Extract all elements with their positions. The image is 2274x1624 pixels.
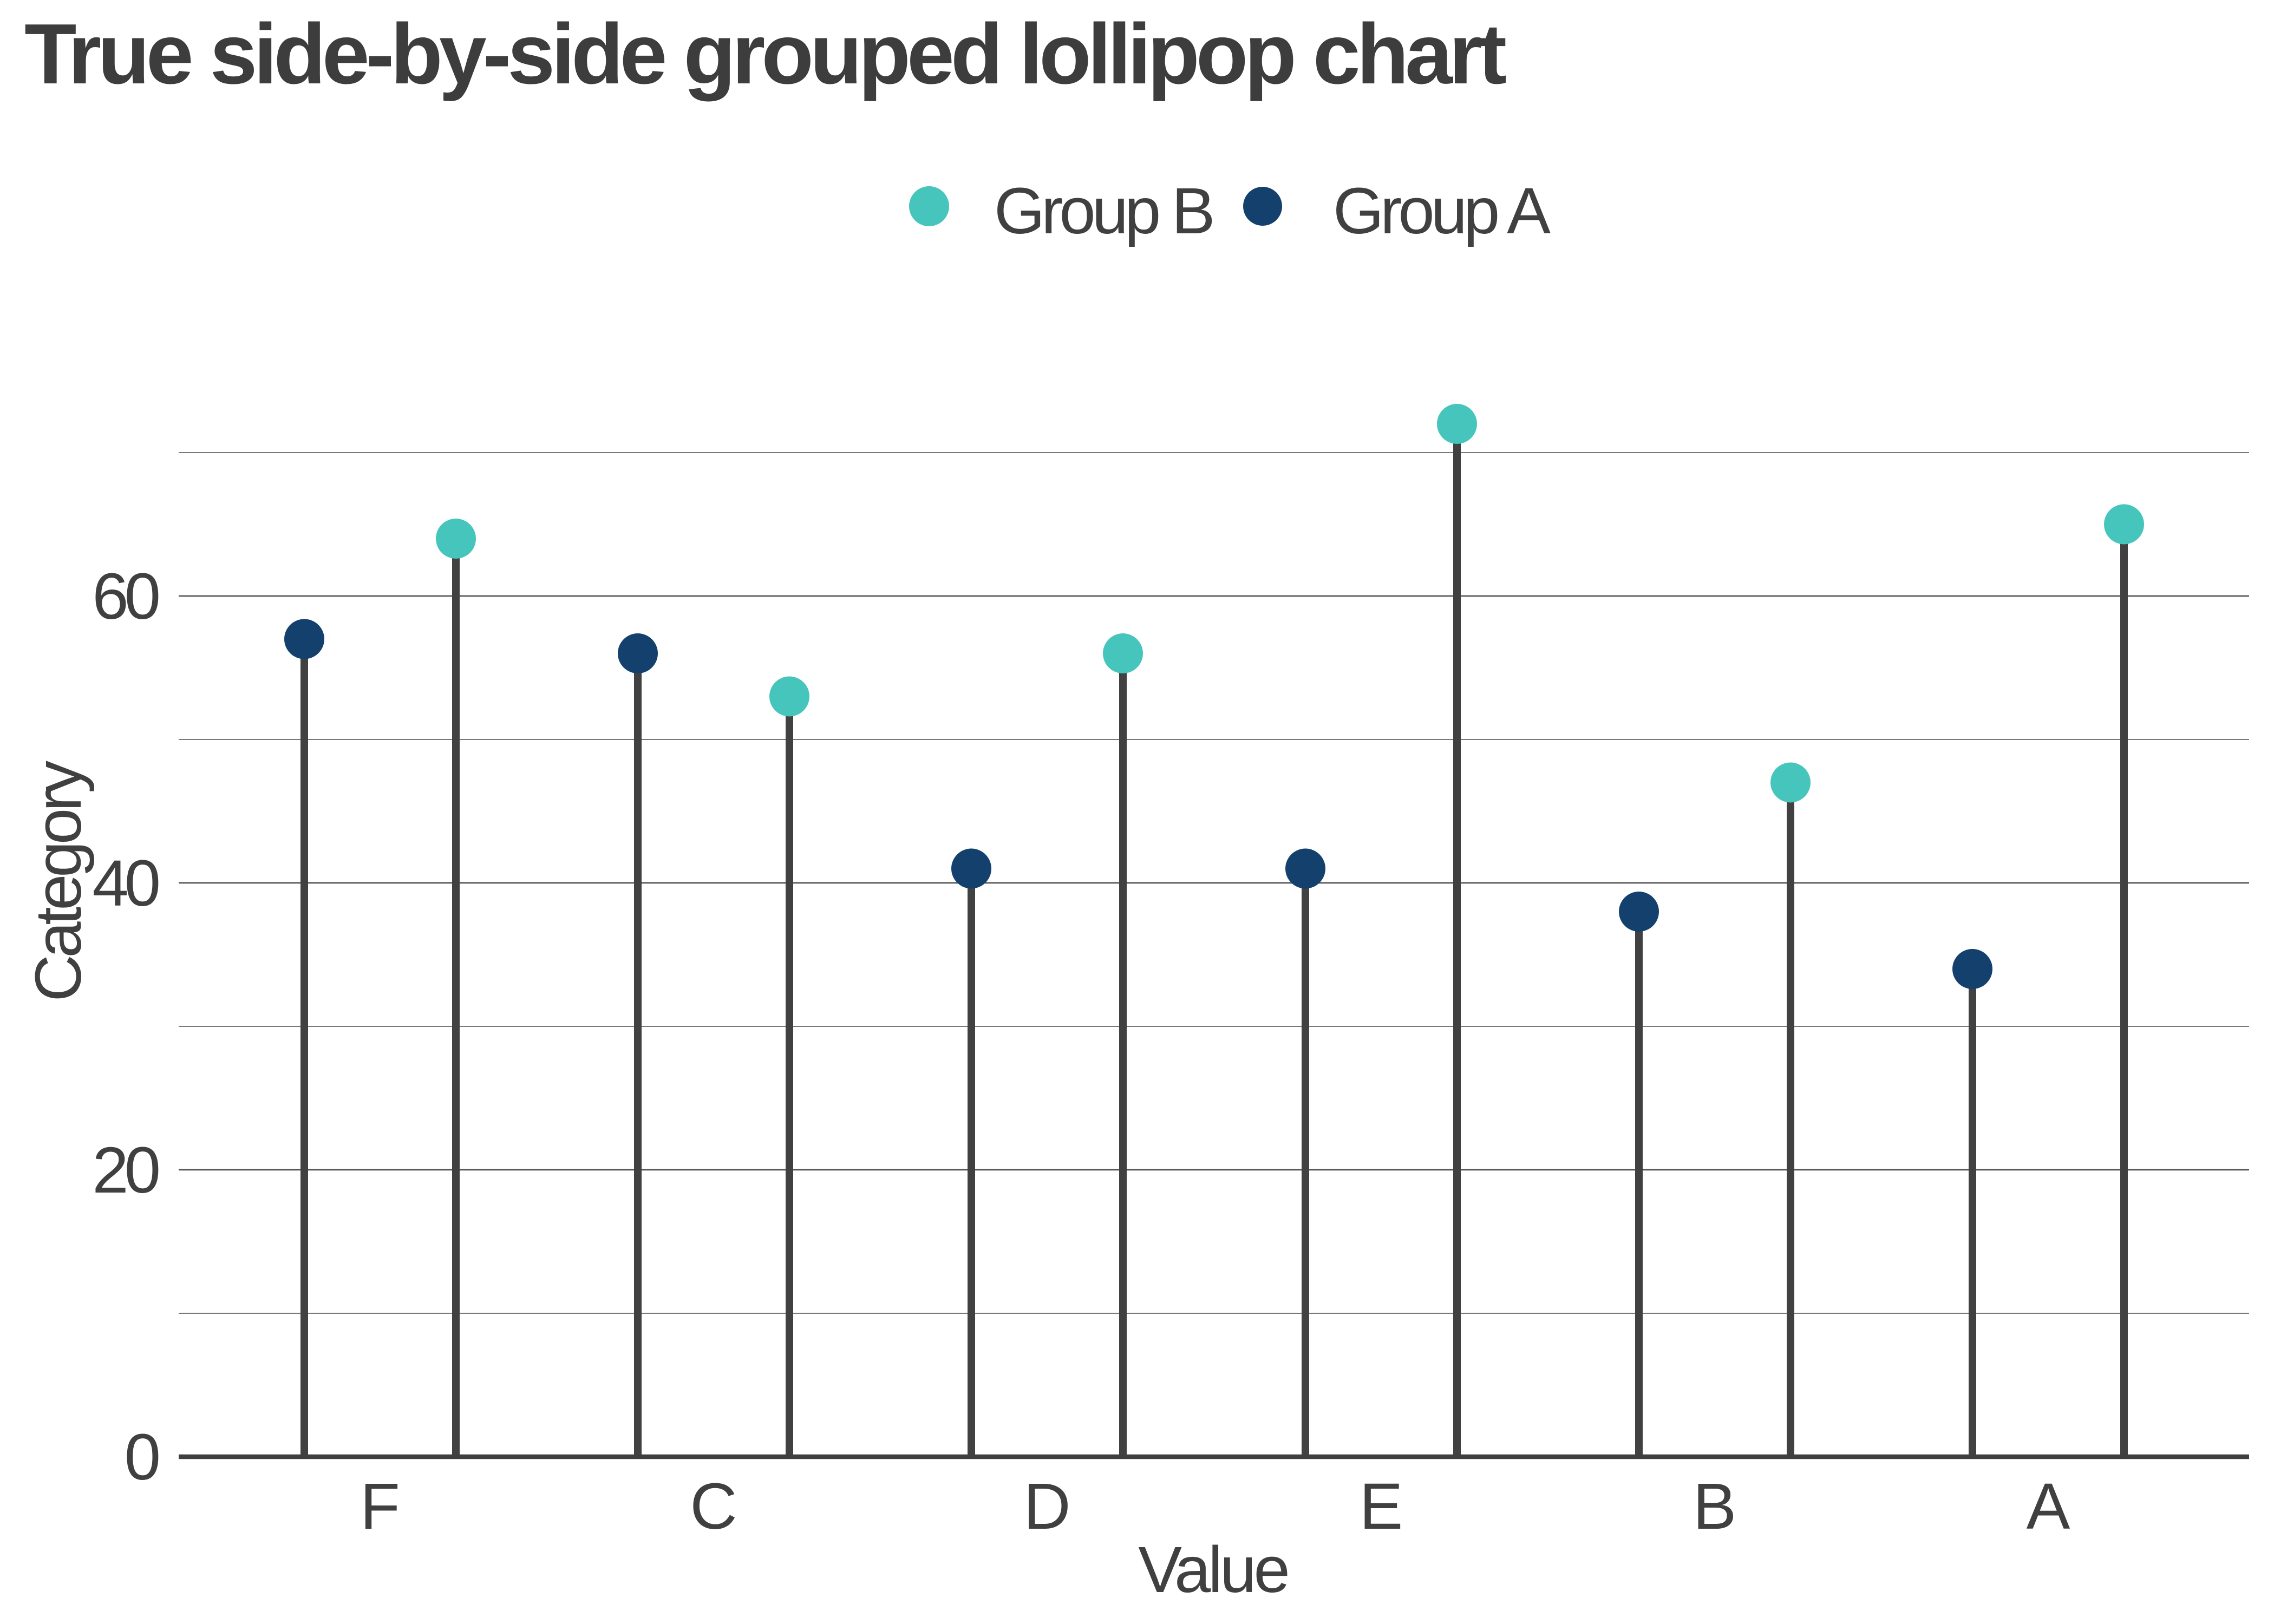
svg-text:F: F [360,1469,400,1543]
svg-text:C: C [690,1469,737,1543]
svg-text:40: 40 [92,846,158,920]
svg-text:B: B [1693,1469,1737,1543]
svg-text:True side-by-side grouped loll: True side-by-side grouped lollipop chart [24,6,1506,102]
svg-text:0: 0 [125,1420,159,1494]
svg-text:Group A: Group A [1333,174,1551,247]
svg-text:A: A [2027,1469,2070,1543]
svg-text:Value: Value [1138,1533,1288,1606]
svg-text:Group B: Group B [994,174,1212,247]
svg-text:E: E [1360,1469,1403,1543]
svg-text:60: 60 [92,559,158,633]
svg-text:20: 20 [92,1133,158,1207]
svg-text:D: D [1023,1469,1070,1543]
svg-text:Category: Category [21,761,95,1002]
